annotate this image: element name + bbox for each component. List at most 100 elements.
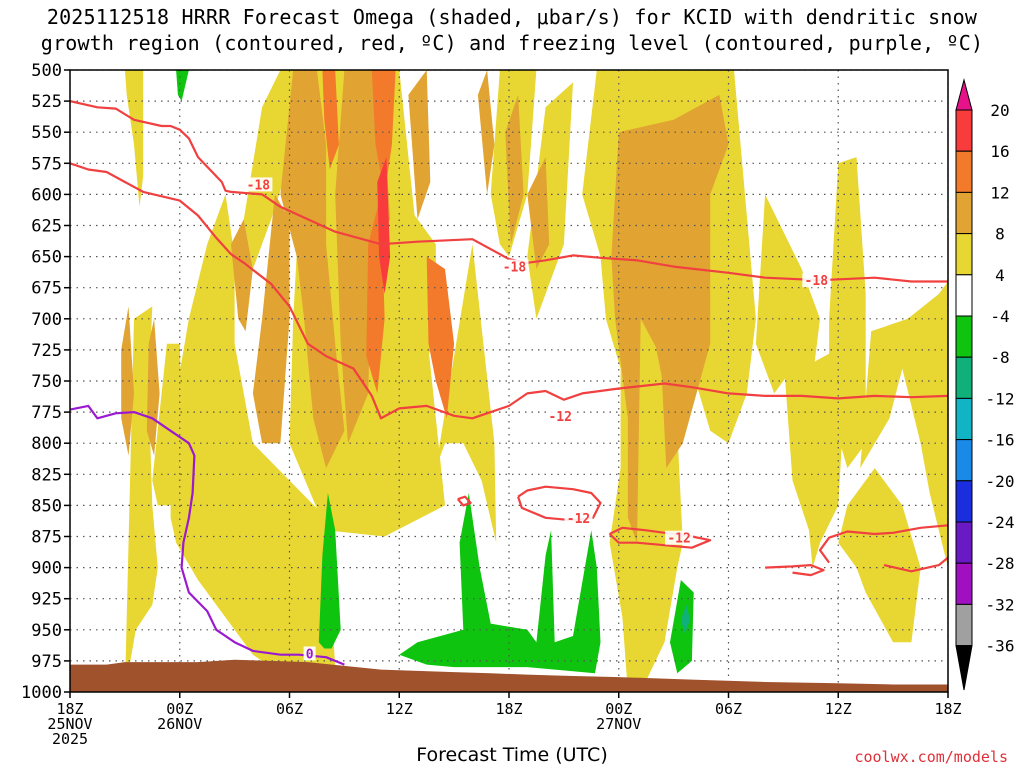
omega-shade-neg4-3 (670, 580, 694, 674)
y-tick-label-975: 975 (31, 652, 62, 672)
contour-label-2: -18 (805, 274, 829, 289)
colorbar-label-4: 4 (995, 266, 1005, 285)
omega-shade-4-7 (435, 244, 497, 543)
terrain-surface (70, 659, 948, 692)
colorbar-bin-8 (955, 397, 973, 441)
chart-title: 2025112518 HRRR Forecast Omega (shaded, … (0, 4, 1024, 56)
y-tick-label-825: 825 (31, 465, 62, 485)
colorbar-label-12: -32 (986, 595, 1015, 614)
colorbar-bin-12 (955, 562, 973, 605)
y-tick-label-725: 725 (31, 341, 62, 361)
contour-label-6: 0 (306, 647, 314, 662)
y-tick-label-900: 900 (31, 559, 62, 579)
x-tick-label-30-1: 27NOV (596, 715, 641, 733)
contour-label-bg (665, 530, 694, 545)
contour-dgz-warm-5 (883, 556, 948, 573)
colorbar-top-tip (955, 78, 973, 111)
y-tick-label-575: 575 (31, 154, 62, 174)
contour-dgz-small (456, 495, 472, 507)
colorbar-bin-7 (955, 356, 973, 399)
colorbar-bin-11 (955, 521, 973, 564)
contour-label-bg (564, 510, 593, 525)
y-tick-label-775: 775 (31, 403, 62, 423)
omega-shade-8-0 (121, 306, 134, 456)
omega-shade-8-4 (280, 70, 345, 469)
omega-shade-4-14 (838, 468, 921, 643)
credit-link[interactable]: coolwx.com/models (854, 748, 1008, 766)
contour-dgz-warm-3 (765, 563, 825, 577)
omega-shade-8-3 (252, 194, 290, 444)
colorbar-label-6: -8 (990, 348, 1009, 367)
x-tick-label-42-0: 12Z (825, 700, 852, 718)
y-tick-label-1000: 1000 (21, 683, 62, 703)
plot-area: -18 -18 -18 -12 -12 -12 0 (70, 70, 948, 692)
x-tick-label-6-0: 00Z (166, 700, 193, 718)
contour-label-bg (303, 646, 316, 661)
x-tick-label-24-0: 18Z (495, 700, 522, 718)
colorbar-label-8: -16 (986, 431, 1015, 450)
colorbar: 20 16 12 8 4 -4 -8 -12 -16 -20 -24 -28 -32 -36 (955, 78, 1015, 691)
omega-shade-4-11 (755, 194, 820, 394)
contour-label-3: -12 (548, 410, 571, 425)
omega-shade-4-13 (783, 343, 848, 568)
contour-label-bg (546, 408, 575, 423)
colorbar-label-11: -28 (986, 554, 1015, 573)
omega-shade-4-4 (243, 70, 299, 269)
contour-label-bg (802, 273, 831, 288)
colorbar-bottom-tip (955, 645, 973, 691)
colorbar-label-7: -12 (986, 389, 1015, 408)
y-tick-label-950: 950 (31, 621, 62, 641)
colorbar-bin-1 (955, 109, 973, 152)
colorbar-label-3: 8 (995, 225, 1005, 244)
title-line-2: growth region (contoured, red, ºC) and f… (40, 31, 984, 55)
colorbar-bin-2 (955, 150, 973, 193)
contour-label-4: -12 (567, 512, 590, 527)
colorbar-bin-4 (955, 233, 973, 276)
colorbar-bin-3 (955, 191, 973, 235)
contour-label-5: -12 (667, 532, 690, 547)
x-tick-label-6-1: 26NOV (157, 715, 202, 733)
x-tick-label-36-0: 06Z (715, 700, 742, 718)
x-tick-label-0-0: 18Z (56, 700, 83, 718)
omega-shade-8-11 (655, 194, 678, 419)
colorbar-bin-6 (955, 315, 973, 358)
y-tick-label-650: 650 (31, 248, 62, 268)
contour-dgz-cold-left (70, 162, 948, 420)
colorbar-bin-10 (955, 480, 973, 523)
colorbar-bin-5 (955, 274, 973, 317)
omega-shade-8-2 (231, 219, 253, 332)
y-tick-label-500: 500 (31, 61, 62, 81)
colorbar-bin-9 (955, 439, 973, 482)
omega-shade-neg4-1 (318, 493, 341, 649)
omega-shade-16-0 (377, 157, 391, 294)
y-tick-label-550: 550 (31, 123, 62, 143)
colorbar-bin-13 (955, 603, 973, 647)
contour-label-1: -18 (503, 261, 527, 276)
y-tick-label-675: 675 (31, 279, 62, 299)
x-tick-label-0-1: 25NOV (47, 715, 92, 733)
omega-shade-neg8-0 (680, 604, 691, 634)
omega-shade-8-6 (408, 70, 431, 220)
colorbar-label-9: -20 (986, 472, 1015, 491)
contour-label-bg (500, 259, 529, 274)
y-tick-label-850: 850 (31, 496, 62, 516)
colorbar-label-2: 12 (990, 183, 1009, 202)
contour-freezing-level (70, 404, 345, 666)
contour-dgz-cold (70, 100, 948, 283)
colorbar-label-13: -36 (986, 637, 1015, 656)
x-tick-label-0-2: 2025 (52, 730, 88, 748)
y-tick-label-750: 750 (31, 372, 62, 392)
omega-shade-4-3 (170, 194, 336, 680)
contour-label-0: -18 (247, 178, 271, 193)
y-tick-label-925: 925 (31, 590, 62, 610)
x-tick-label-48-0: 18Z (934, 700, 961, 718)
title-line-1: 2025112518 HRRR Forecast Omega (shaded, … (46, 5, 978, 29)
omega-shade-12-3 (426, 256, 455, 419)
y-tick-label-525: 525 (31, 92, 62, 112)
colorbar-label-5: -4 (990, 307, 1009, 326)
y-tick-label-600: 600 (31, 185, 62, 205)
omega-shade-neg4-2 (399, 493, 601, 674)
y-tick-label-875: 875 (31, 528, 62, 548)
x-tick-label-12-0: 06Z (276, 700, 303, 718)
